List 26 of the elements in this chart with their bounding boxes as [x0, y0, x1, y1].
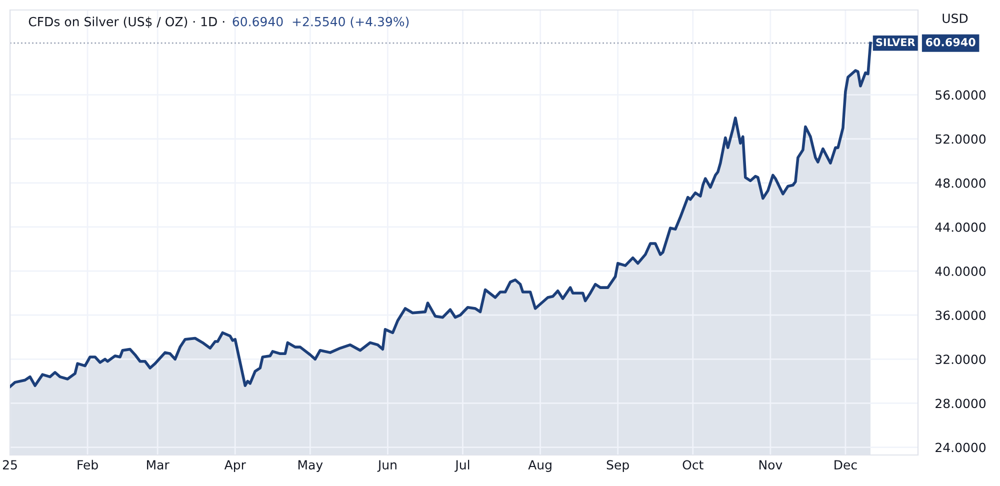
- y-tick-label: 36.0000: [936, 310, 986, 320]
- x-tick-label: Jun: [377, 460, 396, 472]
- y-tick-label: 44.0000: [935, 222, 986, 232]
- x-tick-label: Oct: [682, 460, 704, 470]
- y-tick-label: 28.0000: [936, 398, 986, 408]
- y-axis-title: USD: [942, 14, 968, 24]
- y-tick-label: 52.0000: [936, 134, 986, 144]
- y-tick-label: 48.0000: [935, 178, 986, 188]
- y-tick-label: 40.0000: [935, 266, 986, 276]
- x-tick-label: 25: [2, 460, 17, 470]
- x-tick-label: Dec: [834, 460, 857, 470]
- x-tick-label: Aug: [528, 460, 552, 472]
- x-tick-label: Feb: [78, 460, 98, 470]
- text: 60.6940: [926, 38, 976, 46]
- annotation: 60.6940 +2.5540 (+4.39%): [232, 16, 409, 28]
- x-tick-label: May: [298, 460, 323, 472]
- ref-line-label: SILVER: [876, 38, 916, 46]
- y-tick-label: 32.0000: [936, 354, 986, 364]
- x-tick-label: Mar: [147, 460, 170, 470]
- x-tick-label: Apr: [224, 460, 246, 472]
- x-tick-label: Sep: [606, 460, 629, 472]
- x-tick-label: Nov: [759, 460, 782, 470]
- y-tick-label: 24.0000: [936, 442, 986, 452]
- chart-title: CFDs on Silver (US$ / OZ) · 1D ·: [28, 16, 224, 28]
- x-tick-label: Jul: [454, 460, 470, 472]
- y-tick-label: 56.0000: [936, 90, 986, 100]
